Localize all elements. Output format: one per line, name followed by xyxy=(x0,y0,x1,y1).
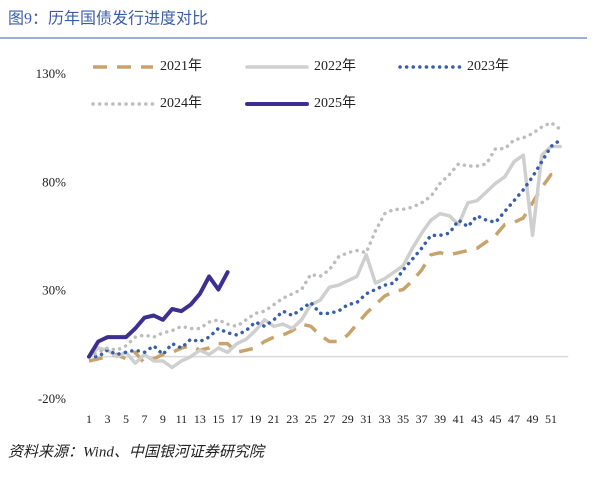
series-line xyxy=(87,120,562,359)
x-tick-label: 13 xyxy=(194,412,206,426)
x-tick-label: 37 xyxy=(416,412,428,426)
x-tick-label: 27 xyxy=(323,412,335,426)
legend-label: 2023年 xyxy=(467,58,509,74)
x-tick-label: 49 xyxy=(527,412,539,426)
x-tick-label: 23 xyxy=(286,412,298,426)
chart-title: 图9：历年国债发行进度对比 xyxy=(8,10,208,28)
series-line xyxy=(87,144,562,370)
x-tick-label: 11 xyxy=(176,412,188,426)
y-tick-label: -20% xyxy=(38,391,66,406)
x-tick-label: 1 xyxy=(86,412,92,426)
legend-label: 2021年 xyxy=(160,58,202,74)
x-tick-label: 47 xyxy=(508,412,520,426)
x-tick-label: 39 xyxy=(434,412,446,426)
x-tick-label: 25 xyxy=(305,412,317,426)
source-note: 资料来源：Wind、中国银河证券研究院 xyxy=(8,443,266,460)
legend-label: 2022年 xyxy=(314,58,356,74)
x-tick-label: 5 xyxy=(123,412,129,426)
x-tick-label: 35 xyxy=(397,412,409,426)
x-tick-label: 19 xyxy=(249,412,261,426)
x-tick-label: 7 xyxy=(141,412,147,426)
x-tick-label: 3 xyxy=(104,412,110,426)
x-tick-label: 33 xyxy=(379,412,391,426)
y-tick-label: 30% xyxy=(42,283,66,298)
x-tick-label: 31 xyxy=(360,412,372,426)
x-tick-label: 41 xyxy=(453,412,465,426)
series-line xyxy=(87,138,562,359)
x-tick-label: 51 xyxy=(545,412,557,426)
x-tick-label: 43 xyxy=(471,412,483,426)
legend-label: 2024年 xyxy=(160,95,202,111)
x-tick-label: 21 xyxy=(268,412,280,426)
x-tick-label: 45 xyxy=(490,412,502,426)
y-tick-label: 80% xyxy=(42,174,66,189)
x-tick-label: 9 xyxy=(160,412,166,426)
y-tick-label: 130% xyxy=(36,66,67,81)
x-tick-label: 15 xyxy=(212,412,224,426)
x-tick-label: 17 xyxy=(231,412,243,426)
x-tick-label: 29 xyxy=(342,412,354,426)
series-line xyxy=(87,270,230,359)
series-line xyxy=(88,172,561,365)
legend-label: 2025年 xyxy=(314,95,356,111)
